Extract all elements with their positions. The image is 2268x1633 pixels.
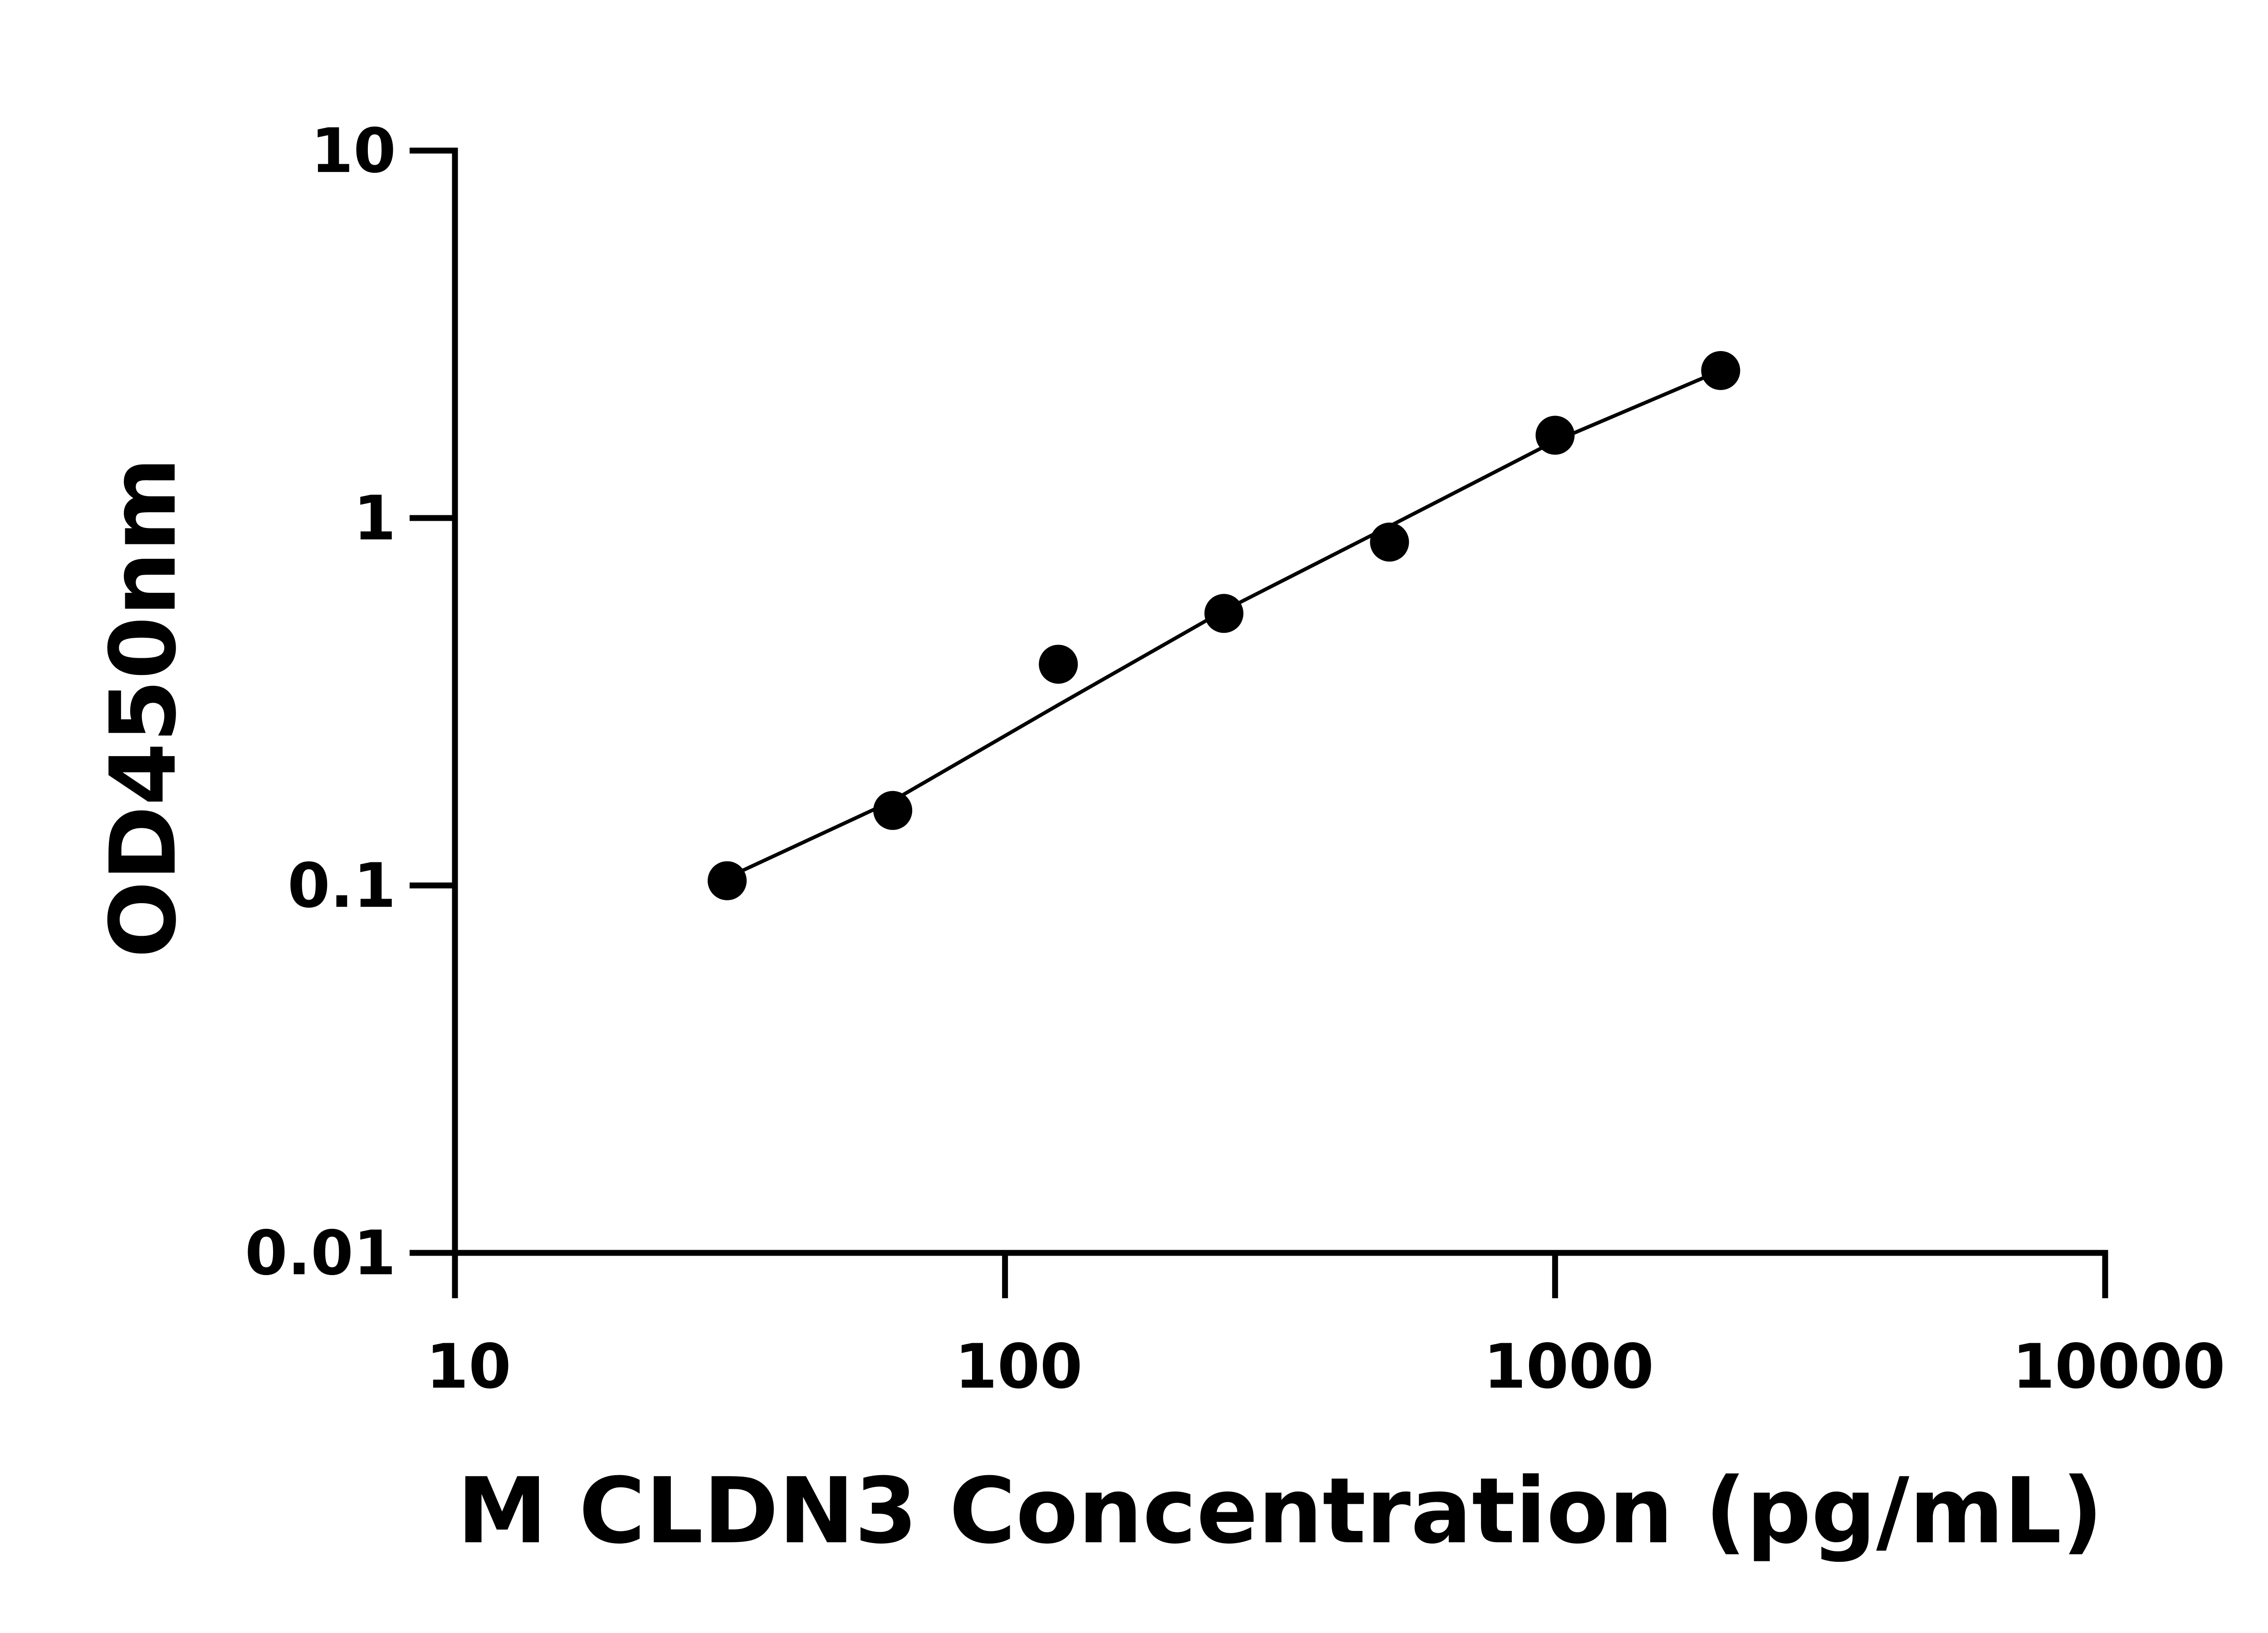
data-point — [873, 791, 913, 830]
x-tick-label: 100 — [955, 1331, 1083, 1402]
data-point — [1370, 523, 1409, 562]
x-tick-label: 1000 — [1483, 1331, 1654, 1402]
y-tick-label: 1 — [353, 483, 396, 554]
data-point — [708, 861, 747, 900]
data-point — [1701, 351, 1740, 390]
x-tick-label: 10000 — [2012, 1331, 2225, 1402]
x-axis-label: M CLDN3 Concentration (pg/mL) — [457, 1458, 2103, 1564]
y-axis-label: OD450nm — [91, 457, 196, 958]
y-tick-label: 0.01 — [245, 1217, 396, 1289]
data-point — [1039, 645, 1078, 684]
y-tick-label: 10 — [311, 115, 396, 186]
x-tick-label: 10 — [426, 1331, 511, 1402]
data-point — [1535, 416, 1575, 455]
data-point — [1204, 594, 1244, 633]
y-tick-label: 0.1 — [288, 850, 396, 921]
